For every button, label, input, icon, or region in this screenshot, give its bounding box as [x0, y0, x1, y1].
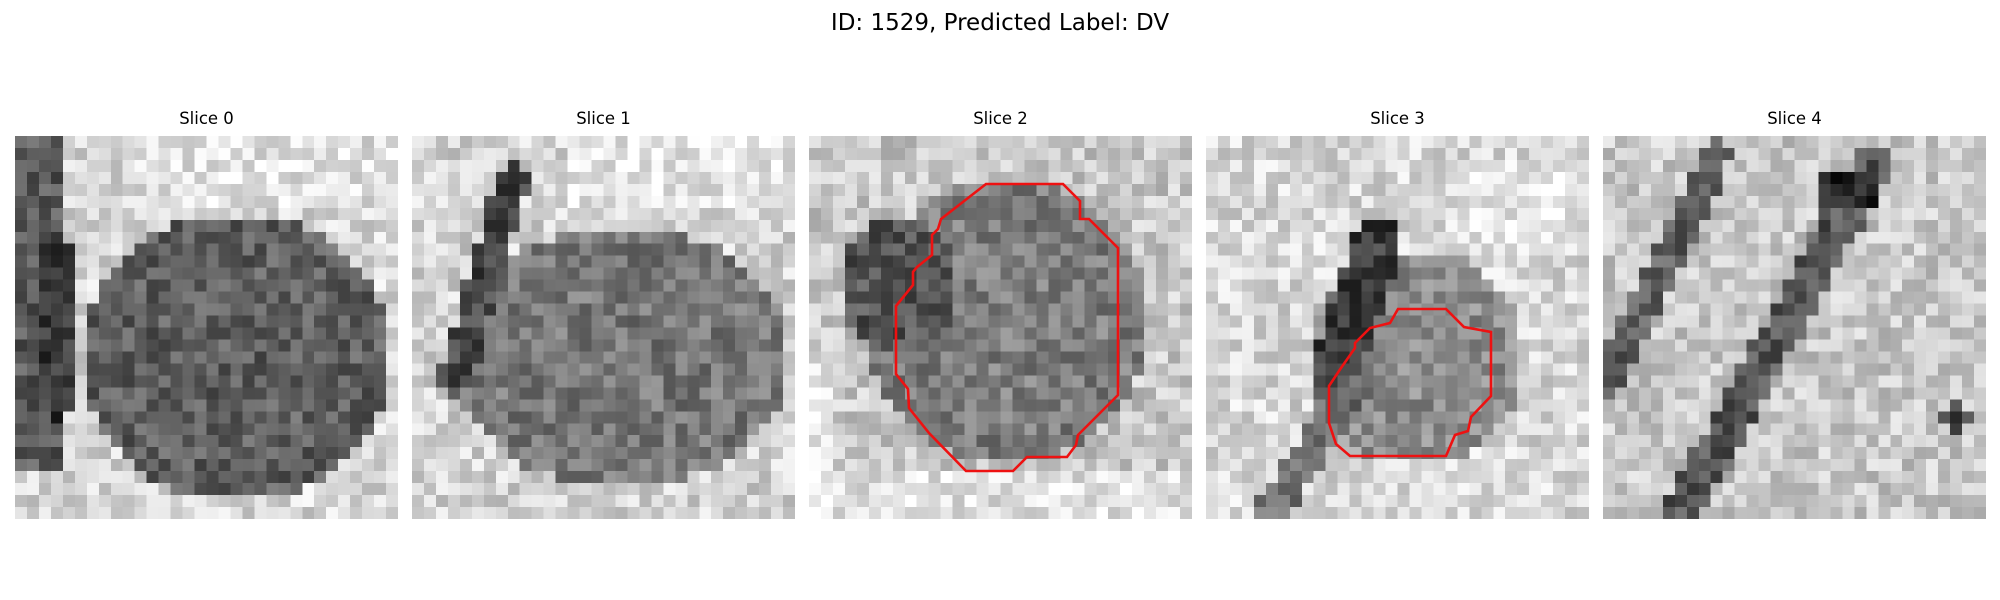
slice-title: Slice 1 — [576, 109, 631, 128]
slice-title: Slice 3 — [1370, 109, 1425, 128]
slice-image — [412, 136, 795, 519]
slice-title: Slice 2 — [973, 109, 1028, 128]
slice-title: Slice 4 — [1767, 109, 1822, 128]
slice-panel-1: Slice 1 — [412, 108, 795, 519]
slice-image — [1603, 136, 1986, 519]
slice-title: Slice 0 — [179, 109, 234, 128]
figure-title: ID: 1529, Predicted Label: DV — [830, 10, 1170, 36]
slice-image — [1206, 136, 1589, 519]
slice-panel-3: Slice 3 — [1206, 108, 1589, 519]
slice-panel-2: Slice 2 — [809, 108, 1192, 519]
slice-panel-4: Slice 4 — [1603, 108, 1986, 519]
slice-image — [15, 136, 398, 519]
slice-image — [809, 136, 1192, 519]
slice-panel-0: Slice 0 — [15, 108, 398, 519]
